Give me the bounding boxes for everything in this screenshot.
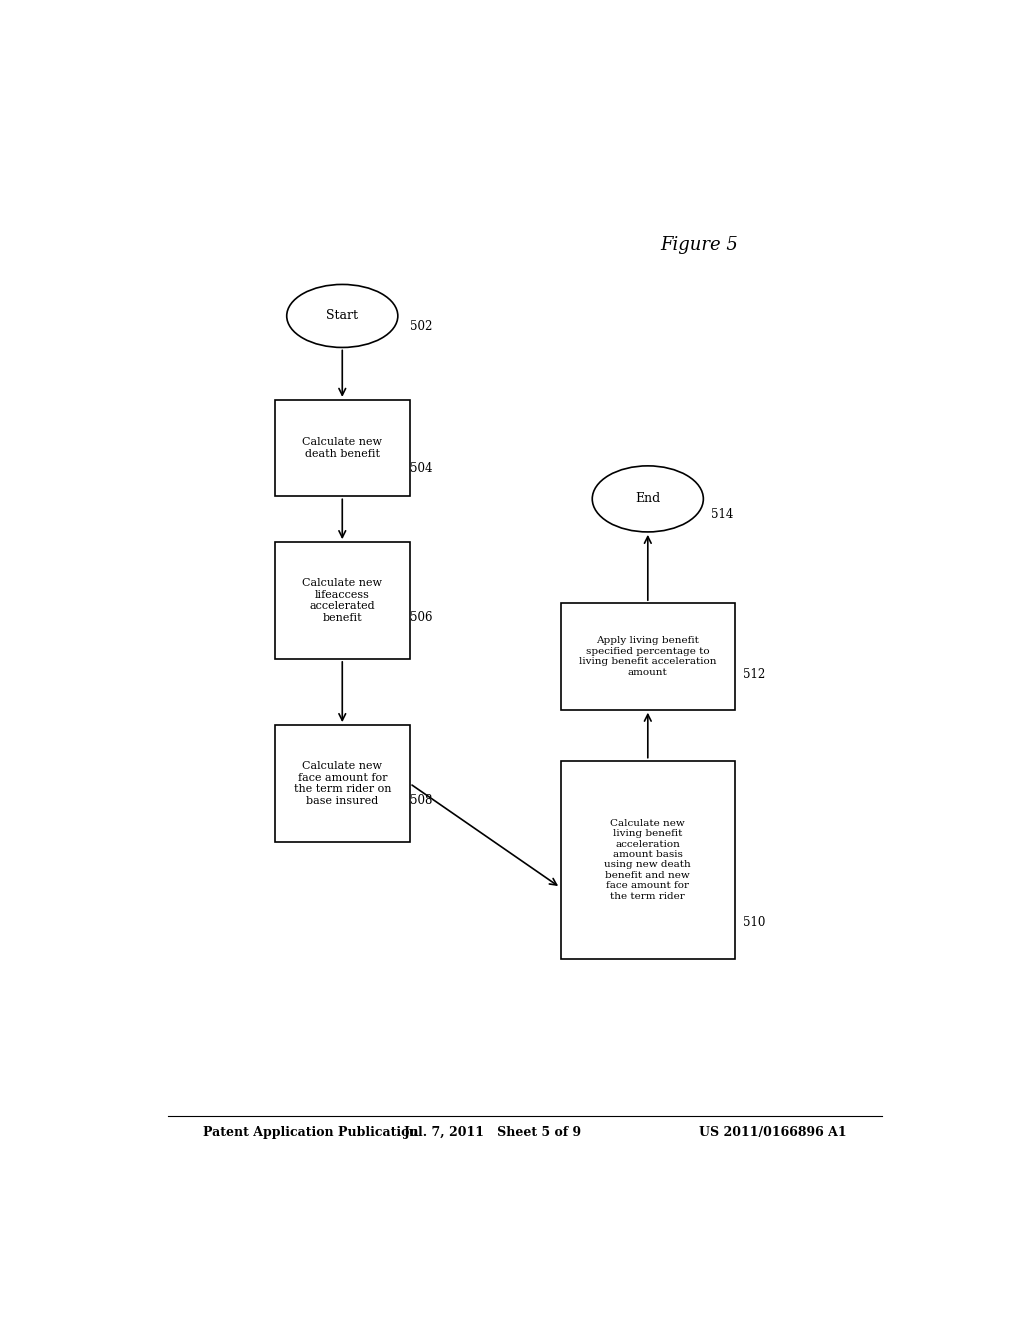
Text: 504: 504 bbox=[410, 462, 432, 475]
Text: Calculate new
lifeaccess
accelerated
benefit: Calculate new lifeaccess accelerated ben… bbox=[302, 578, 382, 623]
Text: Calculate new
face amount for
the term rider on
base insured: Calculate new face amount for the term r… bbox=[294, 762, 391, 807]
Text: Calculate new
living benefit
acceleration
amount basis
using new death
benefit a: Calculate new living benefit acceleratio… bbox=[604, 818, 691, 900]
Text: Calculate new
death benefit: Calculate new death benefit bbox=[302, 437, 382, 459]
FancyBboxPatch shape bbox=[274, 725, 410, 842]
Text: US 2011/0166896 A1: US 2011/0166896 A1 bbox=[698, 1126, 846, 1139]
Text: 512: 512 bbox=[743, 668, 765, 681]
Text: Patent Application Publication: Patent Application Publication bbox=[204, 1126, 419, 1139]
Ellipse shape bbox=[592, 466, 703, 532]
Text: 514: 514 bbox=[712, 508, 733, 520]
Text: End: End bbox=[635, 492, 660, 506]
Text: 506: 506 bbox=[410, 611, 432, 624]
FancyBboxPatch shape bbox=[560, 760, 735, 958]
Text: Figure 5: Figure 5 bbox=[660, 236, 738, 253]
Ellipse shape bbox=[287, 284, 398, 347]
Text: Start: Start bbox=[327, 309, 358, 322]
Text: 508: 508 bbox=[410, 795, 432, 808]
Text: Apply living benefit
specified percentage to
living benefit acceleration
amount: Apply living benefit specified percentag… bbox=[579, 636, 717, 677]
FancyBboxPatch shape bbox=[274, 400, 410, 496]
Text: 510: 510 bbox=[743, 916, 765, 929]
FancyBboxPatch shape bbox=[274, 543, 410, 659]
Text: Jul. 7, 2011   Sheet 5 of 9: Jul. 7, 2011 Sheet 5 of 9 bbox=[404, 1126, 582, 1139]
Text: 502: 502 bbox=[410, 319, 432, 333]
FancyBboxPatch shape bbox=[560, 603, 735, 710]
